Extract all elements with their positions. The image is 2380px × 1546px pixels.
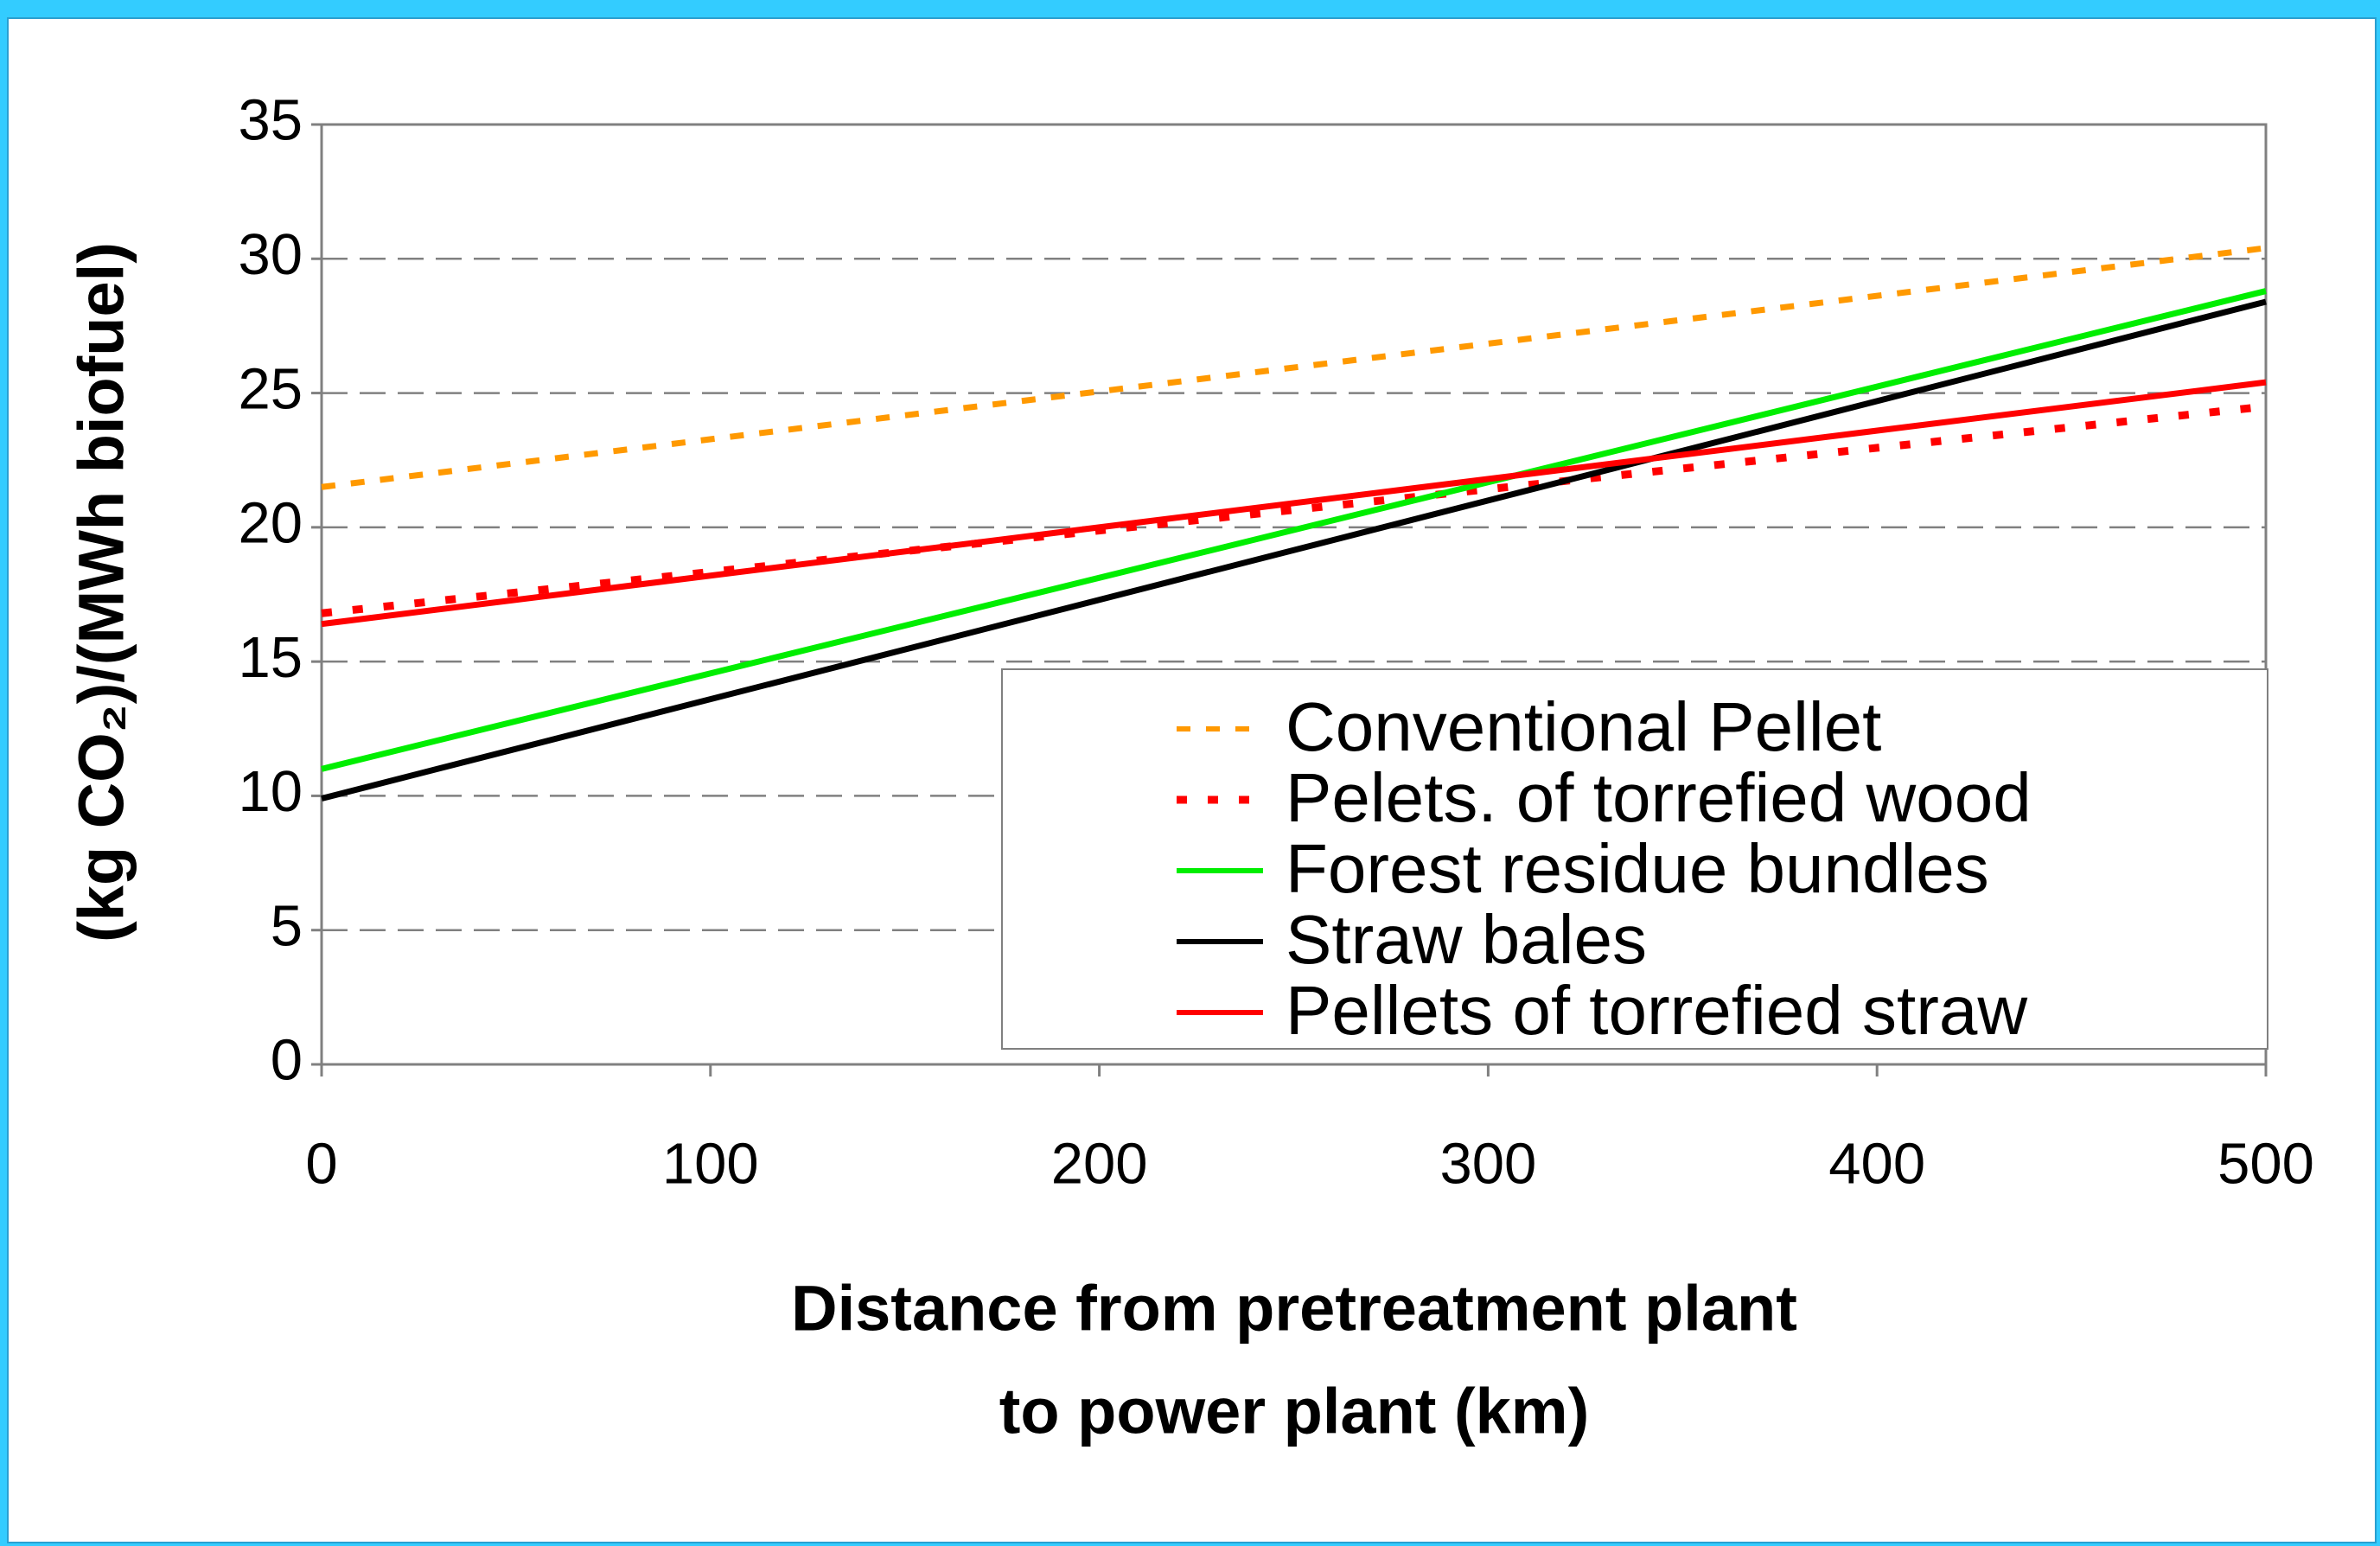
y-tick-label: 20 xyxy=(238,491,303,556)
y-tick-label: 35 xyxy=(238,88,303,153)
legend-label: Pellets of torrefied straw xyxy=(1286,972,2027,1049)
x-tick-label: 0 xyxy=(305,1132,337,1197)
series-line xyxy=(321,298,2267,802)
y-tick-label: 15 xyxy=(238,625,303,690)
x-tick-label: 100 xyxy=(662,1132,759,1197)
x-axis-title: Distance from pretreatment plant xyxy=(791,1273,1797,1345)
y-axis-title: (kg CO₂)/(MWh biofuel) xyxy=(66,242,137,942)
y-tick-label: 25 xyxy=(238,356,303,421)
legend-label: Conventional Pellet xyxy=(1286,688,1881,765)
y-tick-label: 0 xyxy=(271,1028,303,1093)
x-tick-label: 300 xyxy=(1440,1132,1537,1197)
plot-frame xyxy=(320,123,2268,1066)
series-line xyxy=(321,288,2267,772)
x-tick-label: 200 xyxy=(1051,1132,1148,1197)
legend-label: Pelets. of torrefied wood xyxy=(1286,759,2032,836)
x-tick-label: 500 xyxy=(2217,1132,2314,1197)
legend-label: Straw bales xyxy=(1286,901,1647,978)
legend-box xyxy=(1001,668,2268,1050)
y-tick-label: 10 xyxy=(238,759,303,824)
x-tick-label: 400 xyxy=(1828,1132,1925,1197)
series-line xyxy=(321,379,2267,628)
legend-label: Forest residue bundles xyxy=(1286,830,1989,907)
x-axis-title: to power plant (km) xyxy=(999,1376,1589,1447)
y-tick-label: 30 xyxy=(238,222,303,287)
y-tick-label: 5 xyxy=(271,893,303,958)
series-line xyxy=(321,245,2267,490)
